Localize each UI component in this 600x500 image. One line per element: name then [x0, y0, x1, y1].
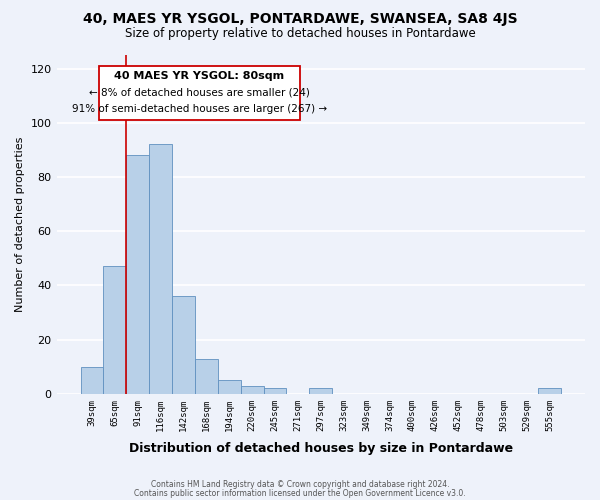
FancyBboxPatch shape	[99, 66, 300, 120]
Bar	[241, 386, 263, 394]
Text: ← 8% of detached houses are smaller (24): ← 8% of detached houses are smaller (24)	[89, 88, 310, 98]
Text: Contains HM Land Registry data © Crown copyright and database right 2024.: Contains HM Land Registry data © Crown c…	[151, 480, 449, 489]
Bar	[172, 296, 195, 394]
Text: 91% of semi-detached houses are larger (267) →: 91% of semi-detached houses are larger (…	[72, 104, 327, 114]
Text: Contains public sector information licensed under the Open Government Licence v3: Contains public sector information licen…	[134, 489, 466, 498]
Text: 40, MAES YR YSGOL, PONTARDAWE, SWANSEA, SA8 4JS: 40, MAES YR YSGOL, PONTARDAWE, SWANSEA, …	[83, 12, 517, 26]
Bar	[149, 144, 172, 394]
Bar	[103, 266, 127, 394]
Bar	[310, 388, 332, 394]
Bar	[80, 366, 103, 394]
Text: 40 MAES YR YSGOL: 80sqm: 40 MAES YR YSGOL: 80sqm	[115, 72, 284, 82]
Bar	[218, 380, 241, 394]
Bar	[263, 388, 286, 394]
Bar	[538, 388, 561, 394]
Bar	[127, 156, 149, 394]
X-axis label: Distribution of detached houses by size in Pontardawe: Distribution of detached houses by size …	[129, 442, 513, 455]
Bar	[195, 358, 218, 394]
Y-axis label: Number of detached properties: Number of detached properties	[15, 136, 25, 312]
Text: Size of property relative to detached houses in Pontardawe: Size of property relative to detached ho…	[125, 28, 475, 40]
